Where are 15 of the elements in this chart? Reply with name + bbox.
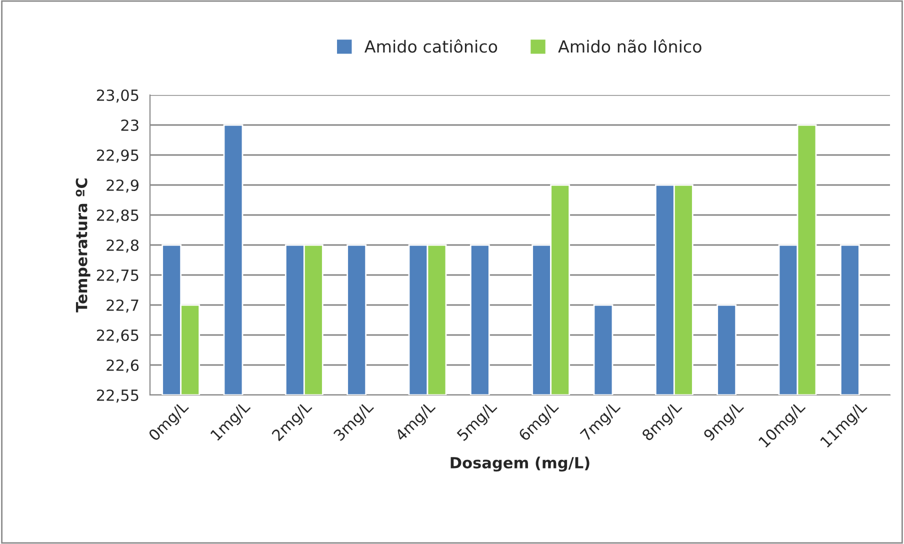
y-tick-label: 22,7 xyxy=(106,299,138,313)
x-axis-title: Dosagem (mg/L) xyxy=(450,456,590,472)
y-tick-label: 23 xyxy=(121,119,138,132)
y-tick-label: 23,05 xyxy=(96,89,138,103)
y-tick-label: 22,8 xyxy=(106,239,139,253)
legend-label: Amido não Iônico xyxy=(558,39,702,53)
y-tick-label: 22,75 xyxy=(96,269,138,283)
y-axis-title: Temperatura ºC xyxy=(76,178,90,312)
legend-label: Amido catiônico xyxy=(364,39,498,53)
y-tick-label: 22,95 xyxy=(96,149,138,163)
y-tick-label: 22,65 xyxy=(96,329,138,343)
y-tick-label: 22,6 xyxy=(106,359,139,373)
y-tick-label: 22,55 xyxy=(96,389,138,403)
y-tick-label: 22,85 xyxy=(96,209,138,223)
y-tick-label: 22,9 xyxy=(106,179,139,193)
